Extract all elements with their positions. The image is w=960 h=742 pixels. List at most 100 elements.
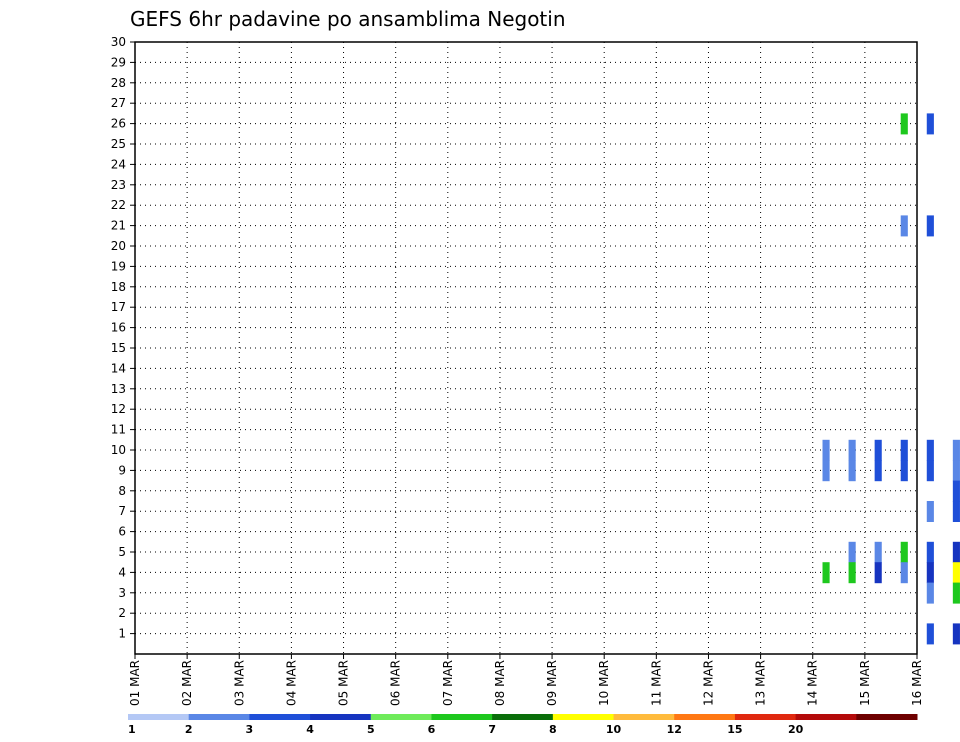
x-tick-label: 03 MAR: [232, 660, 246, 706]
heatmap-cell: [926, 113, 934, 135]
heatmap-cell: [926, 501, 934, 522]
x-tick-label: 14 MAR: [806, 660, 820, 706]
y-tick-label: 8: [118, 484, 126, 498]
y-tick-label: 26: [111, 117, 126, 131]
legend-swatch: [552, 714, 615, 720]
heatmap-cell: [926, 439, 934, 461]
heatmap-cell: [952, 541, 960, 563]
x-tick-label: 09 MAR: [545, 660, 559, 706]
legend-label: 7: [488, 723, 496, 736]
legend-swatch: [856, 714, 918, 720]
y-tick-label: 22: [111, 198, 126, 212]
y-tick-label: 15: [111, 341, 126, 355]
legend-swatch: [310, 714, 372, 720]
grid-lines: [134, 41, 918, 654]
heatmap-cell: [926, 460, 934, 482]
heatmap-cell: [900, 460, 908, 482]
heatmap-cell: [848, 439, 856, 461]
y-tick-label: 18: [111, 280, 126, 294]
heatmap-cell: [926, 215, 934, 237]
y-tick-label: 21: [111, 219, 126, 233]
heatmap-cell: [900, 541, 908, 563]
heatmap-cell: [848, 541, 856, 563]
x-tick-label: 10 MAR: [597, 660, 611, 706]
heatmap-cell: [822, 460, 830, 482]
legend-swatch: [795, 714, 857, 720]
y-tick-label: 10: [111, 443, 126, 457]
x-tick-label: 01 MAR: [128, 660, 142, 706]
legend-label: 10: [606, 723, 622, 736]
y-tick-label: 5: [118, 545, 126, 559]
heatmap-cell: [926, 623, 934, 645]
y-tick-label: 7: [118, 504, 126, 518]
y-tick-label: 24: [111, 157, 126, 171]
heatmap-cell: [952, 460, 960, 482]
legend-label: 20: [788, 723, 804, 736]
heatmap-cell: [900, 439, 908, 461]
y-tick-label: 17: [111, 300, 126, 314]
heatmap-cell: [822, 439, 830, 461]
legend-label: 8: [549, 723, 557, 736]
x-tick-label: 05 MAR: [337, 660, 351, 706]
x-tick-label: 13 MAR: [754, 660, 768, 706]
x-tick-label: 04 MAR: [284, 660, 298, 706]
heatmap-cell: [926, 582, 934, 604]
legend-label: 6: [428, 723, 436, 736]
heatmap-cell: [874, 541, 882, 563]
y-tick-label: 2: [118, 606, 126, 620]
legend-swatch: [249, 714, 311, 720]
legend-label: 5: [367, 723, 375, 736]
x-tick-label: 11 MAR: [649, 660, 663, 706]
heatmap-cell: [900, 113, 908, 135]
x-tick-label: 16 MAR: [910, 660, 924, 706]
legend-swatch: [370, 714, 432, 720]
heatmap-cell: [952, 480, 960, 502]
y-tick-label: 28: [111, 76, 126, 90]
y-tick-label: 16: [111, 321, 126, 335]
legend-swatch: [613, 714, 675, 720]
heatmap-cell: [874, 562, 882, 584]
legend-swatch: [431, 714, 493, 720]
legend-label: 12: [667, 723, 682, 736]
heatmap-cell: [874, 460, 882, 482]
legend-swatch: [674, 714, 736, 720]
y-tick-label: 23: [111, 178, 126, 192]
y-tick-label: 27: [111, 96, 126, 110]
y-axis-ticks: 1234567891011121314151617181920212223242…: [111, 35, 135, 641]
y-tick-label: 1: [118, 627, 126, 641]
y-tick-label: 29: [111, 55, 126, 69]
legend-label: 2: [185, 723, 193, 736]
legend-swatch: [734, 714, 797, 720]
y-tick-label: 11: [111, 423, 126, 437]
legend-label: 3: [246, 723, 254, 736]
x-axis-ticks: 01 MAR 02 MAR 03 MAR 04 MAR 05 MAR 06 MAR 07 M…: [128, 654, 924, 706]
x-tick-label: 15 MAR: [858, 660, 872, 706]
data-cells: [822, 113, 960, 645]
heatmap-cell: [900, 562, 908, 584]
heatmap-cell: [848, 562, 856, 584]
heatmap-cell: [952, 623, 960, 645]
heatmap-cell: [848, 460, 856, 482]
x-tick-label: 02 MAR: [180, 660, 194, 706]
x-tick-label: 06 MAR: [389, 660, 403, 706]
legend-label: 15: [727, 723, 742, 736]
heatmap-cell: [952, 501, 960, 522]
y-tick-label: 9: [118, 463, 126, 477]
heatmap-cell: [900, 215, 908, 237]
y-tick-label: 12: [111, 402, 126, 416]
heatmap-cell: [874, 439, 882, 461]
heatmap-cell: [952, 562, 960, 584]
y-tick-label: 6: [118, 525, 126, 539]
heatmap-cell: [952, 439, 960, 461]
legend-swatch: [188, 714, 250, 720]
x-tick-label: 12 MAR: [701, 660, 715, 706]
heatmap-cell: [926, 562, 934, 584]
legend-label: 1: [128, 723, 136, 736]
heatmap-cell: [822, 562, 830, 584]
y-tick-label: 14: [111, 361, 126, 375]
y-tick-label: 19: [111, 259, 126, 273]
legend-swatch: [492, 714, 554, 720]
heatmap-cell: [926, 541, 934, 563]
heatmap-cell: [952, 582, 960, 604]
